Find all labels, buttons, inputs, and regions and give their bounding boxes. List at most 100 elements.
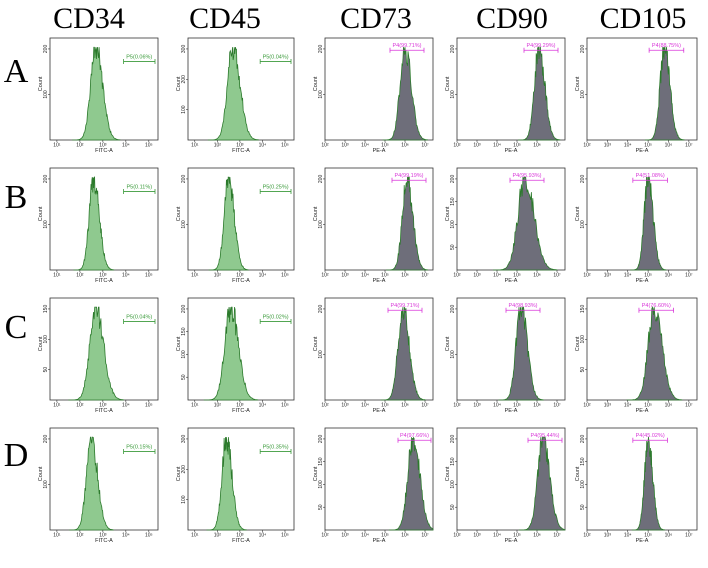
y-tick-label-2: 300 bbox=[181, 435, 187, 444]
x-tick-label-3: 10⁵ bbox=[381, 403, 389, 409]
x-tick-label-1: 10³ bbox=[341, 533, 349, 539]
x-tick-label-0: 10² bbox=[321, 143, 329, 149]
x-tick-label-1: 10² bbox=[214, 403, 222, 409]
x-tick-label-1: 10³ bbox=[473, 143, 481, 149]
histogram-a-cd105 bbox=[644, 45, 685, 141]
gate-label: P4(99.71%) bbox=[390, 303, 419, 309]
histogram-b-cd34 bbox=[73, 176, 115, 271]
y-tick-label-2: 150 bbox=[450, 197, 456, 206]
x-tick-label-0: 10² bbox=[453, 143, 461, 149]
x-axis-label: PE-A bbox=[636, 538, 649, 544]
x-tick-label-3: 10⁵ bbox=[513, 403, 521, 409]
y-tick-label-0: 100 bbox=[43, 480, 49, 489]
y-tick-label-0: 100 bbox=[181, 105, 187, 114]
y-tick-label-0: 50 bbox=[43, 367, 49, 373]
y-axis-label: Count bbox=[176, 466, 182, 481]
panel-b-cd105: 100 200 10² 10³ 10⁴ 10⁵ 10⁶ 10⁷ PE-A Count P4(51.0… bbox=[575, 167, 698, 284]
x-tick-label-0: 10¹ bbox=[53, 143, 61, 149]
x-tick-label-3: 10⁴ bbox=[122, 273, 130, 279]
histogram-panels: 100 200 10¹ 10² 10³ 10⁴ 10⁵ FITC-A Count P5(0.06%… bbox=[38, 37, 698, 544]
panel-a-cd73: 100 200 10² 10³ 10⁴ 10⁵ 10⁶ 10⁷ PE-A Count P4(99.7… bbox=[313, 37, 434, 154]
x-tick-label-2: 10⁴ bbox=[493, 273, 501, 279]
x-tick-label-5: 10⁷ bbox=[553, 403, 561, 409]
histogram-c-cd105 bbox=[626, 305, 683, 401]
y-axis-label: Count bbox=[313, 76, 319, 91]
y-tick-label-3: 200 bbox=[181, 305, 187, 314]
x-tick-label-0: 10¹ bbox=[53, 403, 61, 409]
histogram-c-cd45 bbox=[203, 306, 259, 401]
x-tick-label-5: 10⁷ bbox=[553, 273, 561, 279]
y-tick-label-0: 100 bbox=[181, 220, 187, 229]
x-tick-label-4: 10⁵ bbox=[145, 143, 153, 149]
y-tick-label-1: 100 bbox=[318, 480, 324, 489]
x-axis-label: PE-A bbox=[373, 148, 386, 154]
y-tick-label-0: 50 bbox=[450, 504, 456, 510]
y-tick-label-0: 100 bbox=[580, 90, 586, 99]
y-axis-label: Count bbox=[445, 466, 451, 481]
x-tick-label-2: 10⁴ bbox=[624, 273, 632, 279]
x-tick-label-0: 10¹ bbox=[53, 533, 61, 539]
column-header-cd105: CD105 bbox=[600, 2, 687, 35]
histogram-d-cd34 bbox=[69, 436, 114, 531]
gate-label: P5(0.06%) bbox=[126, 54, 152, 60]
x-tick-label-3: 10⁵ bbox=[513, 143, 521, 149]
gate-label: P5(0.11%) bbox=[126, 184, 152, 190]
histogram-b-cd90 bbox=[493, 176, 558, 271]
x-tick-label-5: 10⁷ bbox=[421, 403, 429, 409]
y-axis-label: Count bbox=[575, 466, 581, 481]
panel-b-cd34: 100 200 10¹ 10² 10³ 10⁴ 10⁵ FITC-A Count P5(0.11%… bbox=[38, 167, 159, 284]
x-tick-label-4: 10⁶ bbox=[533, 273, 541, 279]
x-axis-label: FITC-A bbox=[95, 148, 113, 154]
y-tick-label-0: 50 bbox=[580, 367, 586, 373]
histogram-a-cd90 bbox=[518, 46, 561, 141]
y-tick-label-2: 150 bbox=[580, 457, 586, 466]
x-axis-label: FITC-A bbox=[232, 278, 250, 284]
x-axis-label: PE-A bbox=[373, 408, 386, 414]
x-tick-label-2: 10⁴ bbox=[624, 143, 632, 149]
y-axis-label: Count bbox=[38, 206, 44, 221]
y-tick-label-2: 150 bbox=[450, 457, 456, 466]
column-header-cd90: CD90 bbox=[476, 2, 548, 35]
y-axis-label: Count bbox=[38, 336, 44, 351]
row-label-a: A bbox=[4, 53, 29, 90]
y-tick-label-1: 200 bbox=[318, 305, 324, 314]
x-tick-label-4: 10⁶ bbox=[533, 403, 541, 409]
x-tick-label-3: 10⁴ bbox=[259, 143, 267, 149]
x-tick-label-4: 10⁶ bbox=[401, 533, 409, 539]
x-tick-label-5: 10⁷ bbox=[685, 273, 693, 279]
x-tick-label-0: 10² bbox=[583, 533, 591, 539]
y-tick-label-0: 50 bbox=[318, 504, 324, 510]
x-tick-label-4: 10⁵ bbox=[145, 403, 153, 409]
x-tick-label-4: 10⁶ bbox=[533, 143, 541, 149]
panel-c-cd34: 50 100 150 10¹ 10² 10³ 10⁴ 10⁵ FITC-A Count P5(0.0… bbox=[38, 297, 159, 414]
y-tick-label-0: 100 bbox=[181, 495, 187, 504]
histogram-d-cd90 bbox=[519, 436, 566, 531]
panel-a-cd34: 100 200 10¹ 10² 10³ 10⁴ 10⁵ FITC-A Count P5(0.06%… bbox=[38, 37, 159, 154]
x-tick-label-5: 10⁷ bbox=[685, 533, 693, 539]
x-tick-label-4: 10⁶ bbox=[401, 143, 409, 149]
histogram-a-cd73 bbox=[382, 46, 428, 141]
x-tick-label-5: 10⁷ bbox=[685, 403, 693, 409]
x-axis-label: PE-A bbox=[505, 538, 518, 544]
x-tick-label-0: 10¹ bbox=[191, 533, 199, 539]
x-tick-label-3: 10⁵ bbox=[381, 273, 389, 279]
y-tick-label-1: 200 bbox=[318, 45, 324, 54]
x-tick-label-3: 10⁴ bbox=[122, 403, 130, 409]
x-tick-label-2: 10³ bbox=[99, 273, 107, 279]
x-axis-label: FITC-A bbox=[95, 408, 113, 414]
x-tick-label-5: 10⁷ bbox=[421, 143, 429, 149]
y-axis-label: Count bbox=[575, 336, 581, 351]
y-tick-label-0: 100 bbox=[43, 90, 49, 99]
x-tick-label-0: 10² bbox=[583, 403, 591, 409]
histogram-c-cd90 bbox=[498, 306, 544, 401]
y-tick-label-1: 200 bbox=[580, 45, 586, 54]
x-tick-label-1: 10³ bbox=[341, 143, 349, 149]
x-tick-label-5: 10⁷ bbox=[553, 143, 561, 149]
y-tick-label-2: 150 bbox=[318, 457, 324, 466]
panel-d-cd34: 100 200 10¹ 10² 10³ 10⁴ 10⁵ FITC-A Count P5(0.15%… bbox=[38, 427, 159, 544]
y-tick-label-1: 100 bbox=[580, 335, 586, 344]
x-tick-label-1: 10³ bbox=[604, 273, 612, 279]
x-axis-label: PE-A bbox=[373, 538, 386, 544]
y-tick-label-1: 200 bbox=[450, 45, 456, 54]
gate-label: P4(99.29%) bbox=[526, 43, 555, 49]
